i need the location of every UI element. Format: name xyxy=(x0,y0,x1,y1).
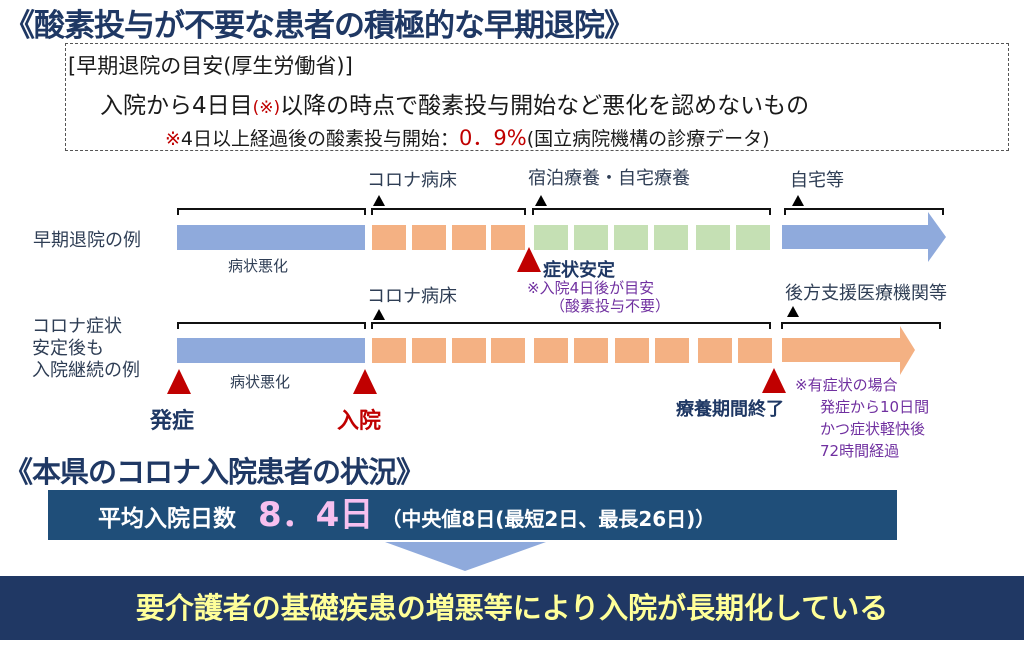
average-stay-label: 平均入院日数 xyxy=(98,506,236,532)
end-note-line: ※有症状の場合 xyxy=(795,376,898,394)
pointer-icon xyxy=(535,195,547,206)
bracket xyxy=(371,322,771,329)
stable-note-1: ※入院4日後が目安 xyxy=(527,279,655,297)
note-value: 0．9% xyxy=(459,126,527,150)
day-block xyxy=(534,225,568,250)
bracket xyxy=(177,322,366,329)
stable-note-2: （酸素投与不要） xyxy=(550,297,671,315)
day-block xyxy=(491,225,525,250)
row2-label: コロナ症状 安定後も 入院継続の例 xyxy=(32,316,140,382)
day-block xyxy=(452,225,486,250)
marker-onset-icon xyxy=(167,369,191,394)
day-block xyxy=(534,338,568,363)
marker-end-label: 療養期間終了 xyxy=(676,399,784,420)
row2-hospital-label: コロナ病床 xyxy=(367,286,457,307)
bracket xyxy=(532,208,771,215)
day-block xyxy=(412,338,446,363)
marker-stable-label: 症状安定 xyxy=(543,260,615,281)
criteria-text: 入院から4日目(※)以降の時点で酸素投与開始など悪化を認めないもの xyxy=(100,86,809,120)
day-block xyxy=(655,338,689,363)
average-stay-line: 平均入院日数 8．4日 （中央値8日(最短2日、最長26日)） xyxy=(98,490,715,540)
criteria-text-after: 以降の時点で酸素投与開始など悪化を認めないもの xyxy=(280,93,810,119)
marker-onset-label: 発症 xyxy=(150,409,195,434)
marker-admission-label: 入院 xyxy=(337,409,382,434)
row1-label: 早期退院の例 xyxy=(33,230,141,251)
marker-admission-icon xyxy=(353,369,377,394)
note-source: (国立病院機構の診療データ) xyxy=(526,128,770,150)
day-block xyxy=(698,338,732,363)
note-text: 4日以上経過後の酸素投与開始： xyxy=(180,128,460,150)
worsening-bar xyxy=(177,225,365,250)
criteria-text-before: 入院から4日目 xyxy=(100,93,253,119)
bracket xyxy=(177,208,366,215)
day-block xyxy=(372,338,406,363)
pointer-icon xyxy=(373,195,385,206)
conclusion-box xyxy=(0,576,1024,640)
day-block xyxy=(491,338,525,363)
note-mark: ※ xyxy=(165,128,181,150)
row2-label-line: 安定後も xyxy=(32,338,104,359)
day-block xyxy=(452,338,486,363)
average-stay-box xyxy=(48,490,897,540)
conclusion-text: 要介護者の基礎疾患の増悪等により入院が長期化している xyxy=(135,591,889,625)
bracket xyxy=(371,208,526,215)
day-block xyxy=(614,225,648,250)
day-block xyxy=(372,225,406,250)
bracket xyxy=(781,322,941,329)
down-arrow-icon xyxy=(385,542,546,571)
day-block xyxy=(736,225,770,250)
criteria-heading: [早期退院の目安(厚生労働省)] xyxy=(68,54,353,78)
pointer-icon xyxy=(373,309,385,320)
row2-label-line: 入院継続の例 xyxy=(32,360,140,381)
end-note-line: かつ症状軽快後 xyxy=(820,420,926,438)
row1-worsening-label: 病状悪化 xyxy=(228,257,289,275)
day-block xyxy=(738,338,772,363)
page-title: 《酸素投与が不要な患者の積極的な早期退院》 xyxy=(4,8,635,44)
row2-backup-label: 後方支援医療機関等 xyxy=(785,283,947,304)
end-note-line: 72時間経過 xyxy=(820,442,900,460)
row1-home-label: 自宅等 xyxy=(790,170,844,191)
day-block xyxy=(412,225,446,250)
note-line: ※4日以上経過後の酸素投与開始：0．9%(国立病院機構の診療データ) xyxy=(165,122,770,152)
average-stay-detail: （中央値8日(最短2日、最長26日)） xyxy=(381,507,716,531)
pointer-icon xyxy=(792,195,804,206)
home-arrow-icon xyxy=(782,212,946,262)
day-block xyxy=(696,225,730,250)
day-block xyxy=(615,338,649,363)
row2-worsening-label: 病状悪化 xyxy=(230,373,291,391)
bracket xyxy=(784,208,944,215)
backup-arrow-icon xyxy=(782,326,915,375)
status-title: 《本県のコロナ入院患者の状況》 xyxy=(4,455,425,489)
marker-end-icon xyxy=(762,368,786,393)
day-block xyxy=(574,338,608,363)
row1-hospital-label: コロナ病床 xyxy=(367,170,457,191)
row2-label-line: コロナ症状 xyxy=(32,316,122,337)
criteria-mark: (※) xyxy=(252,98,281,118)
day-block xyxy=(574,225,608,250)
row1-hotel-home-label: 宿泊療養・自宅療養 xyxy=(528,168,690,189)
pointer-icon xyxy=(787,306,799,317)
marker-stable-icon xyxy=(517,247,541,272)
criteria-box xyxy=(65,43,1009,151)
worsening-bar xyxy=(177,338,365,363)
average-stay-value: 8．4日 xyxy=(258,495,374,535)
end-note-line: 発症から10日間 xyxy=(820,398,930,416)
day-block xyxy=(654,225,688,250)
